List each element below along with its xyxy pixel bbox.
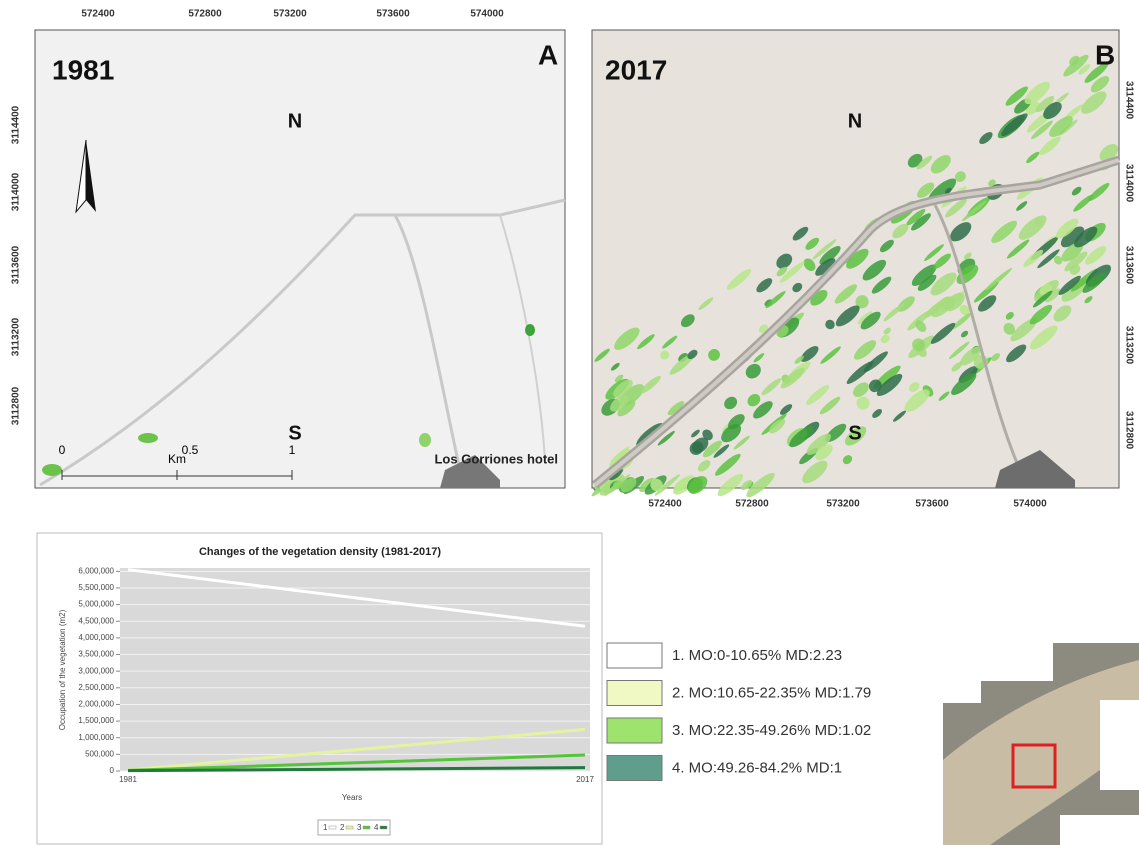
legend-label: 4 [374,823,379,832]
x-axis-label: Years [342,793,362,802]
coord-label: 3112800 [11,386,22,425]
y-tick-label: 2,500,000 [78,683,114,692]
south-label: S [288,422,301,444]
chart-title: Changes of the vegetation density (1981-… [199,546,441,558]
vegetation [419,433,431,447]
coord-label: 573200 [273,9,307,20]
legend-swatch [607,718,662,743]
legend-label: 2 [340,823,345,832]
legend-swatch [607,756,662,781]
scale-label: 1 [289,443,296,457]
y-tick-label: 500,000 [85,749,114,758]
legend-swatch [363,826,370,829]
scale-label: 0.5 [182,443,199,457]
panel-letter: A [538,39,558,70]
y-axis-label: Occupation of the vegetation (m2) [58,609,67,730]
legend-label: 3. MO:22.35-49.26% MD:1.02 [672,722,871,739]
legend-swatch [380,826,387,829]
coord-label: 3113200 [11,317,22,356]
vegetation [138,433,158,443]
south-label: S [848,422,861,444]
coord-label: 3114000 [1123,164,1134,203]
y-tick-label: 5,500,000 [78,583,114,592]
inset-mask [1100,700,1139,790]
coord-label: 572400 [81,9,115,20]
north-label: N [848,110,862,132]
legend-label: 4. MO:49.26-84.2% MD:1 [672,759,842,776]
coord-label: 572800 [188,9,222,20]
legend-label: 2. MO:10.65-22.35% MD:1.79 [672,684,871,701]
y-tick-label: 1,500,000 [78,716,114,725]
coord-label: 3114000 [11,172,22,211]
inset-mask [1060,815,1139,845]
y-tick-label: 6,000,000 [78,566,114,575]
vegetation [525,324,535,336]
legend: 1. MO:0-10.65% MD:2.23 2. MO:10.65-22.35%… [607,643,871,781]
y-tick-label: 4,000,000 [78,633,114,642]
figure: 1981 A N S Km 0 0.5 1 Los Gorriones hote… [0,0,1139,845]
legend-label: 1 [323,823,328,832]
inset-mask [943,643,981,703]
x-tick-label: 2017 [576,775,594,784]
north-label: N [288,110,302,132]
panel-letter: B [1095,39,1115,70]
coord-label: 3113600 [11,245,22,284]
legend-swatch [329,826,336,829]
coord-label: 3113600 [1123,246,1134,285]
legend-label: 3 [357,823,362,832]
legend-swatch [607,681,662,706]
coord-label: 574000 [1013,499,1047,510]
year-label: 1981 [52,54,114,85]
coord-label: 3112800 [1123,411,1134,450]
scale-label: 0 [59,443,66,457]
legend-swatch [607,643,662,668]
year-label: 2017 [605,54,667,85]
coord-label: 572800 [735,499,769,510]
y-tick-label: 4,500,000 [78,616,114,625]
x-tick-label: 1981 [119,775,137,784]
y-tick-label: 2,000,000 [78,700,114,709]
legend-label: 1. MO:0-10.65% MD:2.23 [672,647,842,664]
y-tick-label: 5,000,000 [78,600,114,609]
y-tick-label: 1,000,000 [78,733,114,742]
place-label: Los Gorriones hotel [434,451,558,466]
coord-label: 573200 [826,499,860,510]
coord-label: 572400 [648,499,682,510]
legend-swatch [346,826,353,829]
coord-label: 3113200 [1123,326,1134,365]
coord-label: 573600 [915,499,949,510]
coord-label: 3114400 [11,105,22,144]
y-tick-label: 0 [110,766,115,775]
y-tick-label: 3,500,000 [78,650,114,659]
coord-label: 574000 [470,9,504,20]
vegetation [42,464,62,476]
y-tick-label: 3,000,000 [78,666,114,675]
map-a [35,30,565,488]
coord-label: 3114400 [1123,81,1134,120]
coord-label: 573600 [376,9,410,20]
